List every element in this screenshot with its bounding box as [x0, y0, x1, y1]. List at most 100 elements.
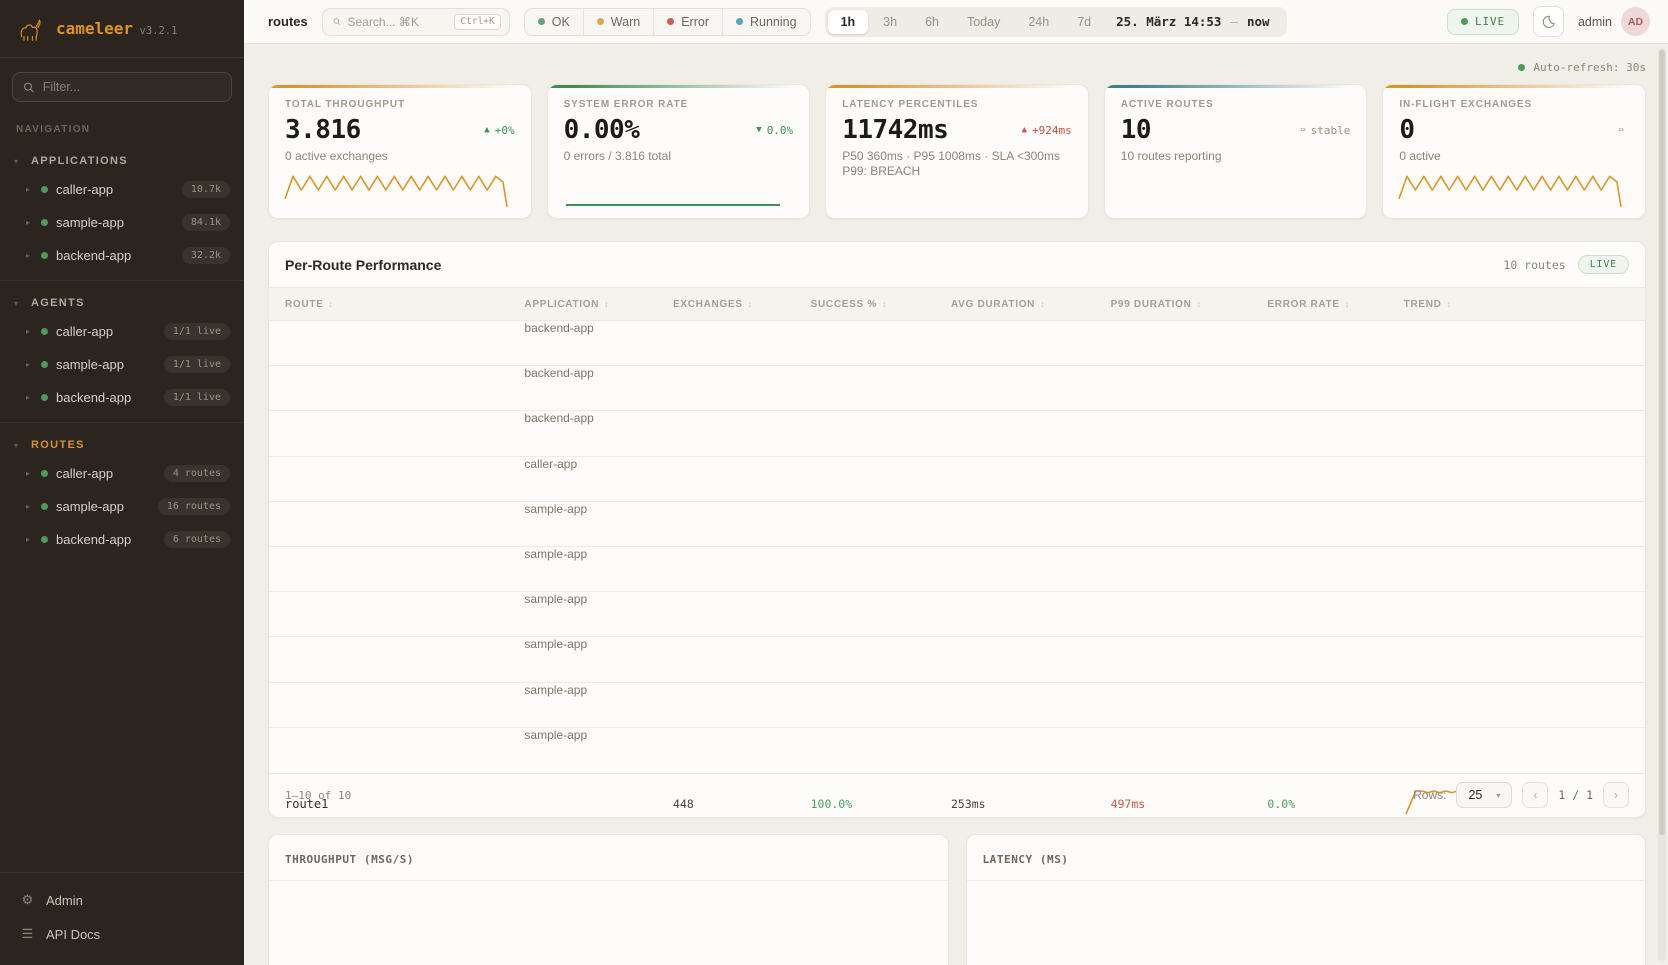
- sidebar-item-label: backend-app: [56, 390, 132, 405]
- cell-application: sample-app: [524, 592, 588, 607]
- card-delta: ▲ +924ms: [1022, 124, 1072, 137]
- delta-direction-icon: ▼: [756, 125, 762, 135]
- cell-application: sample-app: [524, 682, 588, 697]
- column-header-error-rate[interactable]: ERROR RATE ↕: [1251, 299, 1387, 310]
- card-subtext-2: P99: BREACH: [842, 164, 921, 178]
- table-row[interactable]: data-gen-orderssample-app358100.0%1443ms…: [269, 592, 1645, 638]
- theme-toggle-button[interactable]: [1532, 6, 1564, 37]
- card-body: LATENCY PERCENTILES 11742ms ▲ +924ms P50 360…: [826, 88, 1088, 178]
- sidebar-item-badge: 6 routes: [163, 531, 230, 548]
- status-filter-warn[interactable]: Warn: [584, 8, 655, 35]
- sidebar-filter-input[interactable]: [42, 80, 221, 94]
- sidebar-group-header-agents[interactable]: ▾ AGENTS: [0, 291, 244, 315]
- caret-right-icon: ▸: [26, 251, 31, 260]
- sidebar-item-caller-app[interactable]: ▸ caller-app 10.7k: [0, 173, 244, 206]
- brand-name: cameleer: [56, 19, 134, 38]
- status-filter-ok[interactable]: OK: [525, 8, 584, 35]
- cell-application: backend-app: [524, 411, 594, 426]
- time-range-3h[interactable]: 3h: [870, 10, 910, 34]
- sort-icon: ↕: [747, 299, 753, 309]
- status-dot-icon: [41, 361, 48, 368]
- delta-value: +0%: [494, 123, 515, 137]
- sidebar-item-badge: 1/1 live: [163, 356, 230, 373]
- time-range-7d[interactable]: 7d: [1064, 10, 1104, 34]
- sidebar-item-badge: 84.1k: [181, 214, 230, 231]
- live-toggle[interactable]: LIVE: [1446, 8, 1519, 35]
- table-row[interactable]: file-processingsample-app256100.0%508ms1…: [269, 683, 1645, 728]
- status-dot-icon: [41, 328, 48, 335]
- status-filter-label: Running: [749, 14, 797, 29]
- time-range-group: 1h 3h 6h Today 24h 7d 25. März 14:53 — now: [824, 6, 1287, 37]
- delta-direction-icon: ▲: [484, 125, 490, 135]
- sidebar-filter[interactable]: [12, 72, 232, 102]
- chart-panel-header: THROUGHPUT (MSG/S): [269, 835, 948, 881]
- sidebar-group-header-routes[interactable]: ▾ ROUTES: [0, 433, 244, 457]
- delta-value: stable: [1310, 123, 1351, 137]
- table-row[interactable]: error-handling-testsample-app239100.0%50…: [269, 637, 1645, 683]
- prev-page-button[interactable]: ‹: [1522, 782, 1549, 809]
- cell-application: backend-app: [524, 321, 594, 335]
- sidebar-item-sample-app[interactable]: ▸ sample-app 84.1k: [0, 206, 244, 239]
- table-row[interactable]: timer-heartbeatsample-app716100.0%502ms9…: [269, 728, 1645, 773]
- status-filter-label: Error: [681, 14, 709, 29]
- table-row[interactable]: product-callercaller-app448100.0%768ms13…: [269, 457, 1645, 502]
- sidebar-item-caller-app[interactable]: ▸ caller-app 1/1 live: [0, 315, 244, 348]
- card-subtext: 0 active: [1399, 149, 1441, 163]
- sidebar-item-backend-app[interactable]: ▸ backend-app 1/1 live: [0, 381, 244, 414]
- brand-version: v3.2.1: [139, 25, 178, 37]
- column-header-route[interactable]: ROUTE ↕: [269, 299, 508, 310]
- sidebar-item-sample-app[interactable]: ▸ sample-app 16 routes: [0, 490, 244, 523]
- table-row[interactable]: data-gen-filessample-app256100.0%1ms3ms0…: [269, 502, 1645, 547]
- sidebar-item-backend-app[interactable]: ▸ backend-app 6 routes: [0, 523, 244, 556]
- sidebar-item-sample-app[interactable]: ▸ sample-app 1/1 live: [0, 348, 244, 381]
- global-search[interactable]: Ctrl+K: [321, 7, 510, 36]
- sidebar: cameleer v3.2.1 NAVIGATION ▾ APPLICATIONS…: [0, 0, 244, 965]
- time-range-6h[interactable]: 6h: [912, 10, 952, 34]
- scrollbar-track[interactable]: [1658, 48, 1666, 961]
- column-header-application[interactable]: APPLICATION ↕: [508, 299, 657, 310]
- sidebar-footer-api-docs[interactable]: ☰ API Docs: [0, 917, 244, 951]
- card-value-row: 0.00% ▼ 0.0%: [564, 115, 794, 145]
- scrollbar-thumb[interactable]: [1659, 50, 1665, 836]
- status-filter-running[interactable]: Running: [723, 9, 810, 35]
- sort-icon: ↕: [1446, 299, 1452, 309]
- column-header-p99-duration[interactable]: P99 DURATION ↕: [1095, 299, 1252, 310]
- column-header-trend[interactable]: TREND ↕: [1388, 299, 1645, 310]
- time-range-1h[interactable]: 1h: [827, 9, 869, 34]
- column-header-avg-duration[interactable]: AVG DURATION ↕: [935, 299, 1095, 310]
- column-header-label: EXCHANGES: [673, 298, 743, 310]
- global-search-input[interactable]: [347, 14, 448, 29]
- status-filter-error[interactable]: Error: [654, 8, 723, 35]
- column-header-exchanges[interactable]: EXCHANGES ↕: [657, 299, 795, 310]
- card-value: 0: [1399, 115, 1415, 145]
- table-row[interactable]: route1 backend-app 448 100.0% 253ms 497ms 0.0%: [269, 321, 1645, 815]
- stat-cards: TOTAL THROUGHPUT 3.816 ▲ +0% 0 active exchan…: [268, 84, 1646, 219]
- sidebar-item-backend-app[interactable]: ▸ backend-app 32.2k: [0, 239, 244, 272]
- next-page-button[interactable]: ›: [1603, 782, 1629, 809]
- chart-panel-header: LATENCY (MS): [966, 835, 1645, 881]
- column-header-success-[interactable]: SUCCESS % ↕: [795, 299, 935, 310]
- table-row[interactable]: data-gen-nested-splitsample-app199100.0%…: [269, 547, 1645, 593]
- time-range-24h[interactable]: 24h: [1015, 10, 1062, 34]
- user-menu[interactable]: admin AD: [1578, 7, 1650, 36]
- time-range-today[interactable]: Today: [954, 10, 1013, 34]
- sidebar-group-header-applications[interactable]: ▾ APPLICATIONS: [0, 149, 244, 173]
- column-header-label: APPLICATION: [524, 298, 600, 310]
- sidebar-item-caller-app[interactable]: ▸ caller-app 4 routes: [0, 457, 244, 490]
- card-value: 3.816: [285, 115, 361, 145]
- stat-card-latency-percentiles: LATENCY PERCENTILES 11742ms ▲ +924ms P50 360…: [825, 84, 1089, 219]
- status-dot-warn-icon: [596, 18, 604, 25]
- card-subtext: 0 errors / 3.816 total: [563, 149, 671, 163]
- sidebar-footer-admin[interactable]: ⚙ Admin: [0, 883, 244, 917]
- rows-per-page-label: Rows:: [1413, 788, 1447, 803]
- time-display[interactable]: 25. März 14:53 — now: [1106, 10, 1283, 33]
- caret-right-icon: ▸: [26, 393, 31, 402]
- gear-icon: ⚙: [21, 892, 34, 907]
- sidebar-group-title: ROUTES: [31, 439, 85, 451]
- rows-per-page-select[interactable]: 25 ▾: [1456, 782, 1513, 809]
- column-header-label: SUCCESS %: [810, 298, 877, 310]
- avatar: AD: [1621, 7, 1650, 36]
- time-end: now: [1246, 14, 1270, 29]
